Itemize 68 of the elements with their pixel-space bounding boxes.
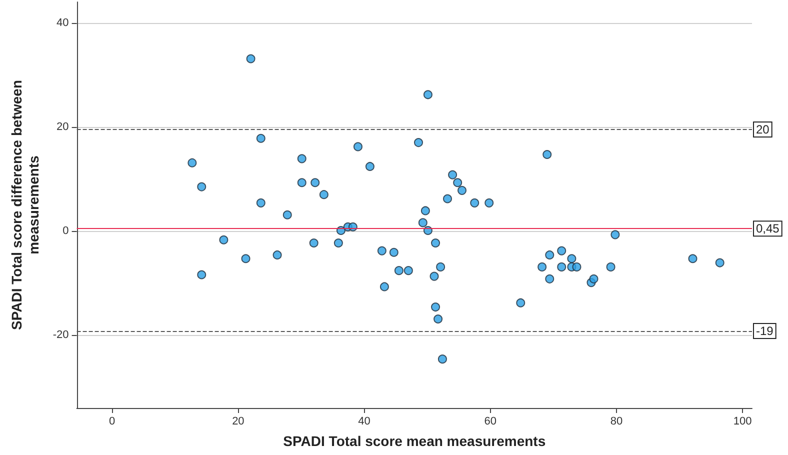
point <box>414 138 423 148</box>
x-tick-label: 100 <box>733 416 752 428</box>
ref-line-label: 20 <box>756 122 770 137</box>
point <box>319 190 328 200</box>
y-tick-label: 0 <box>62 225 69 238</box>
x-tick-label: 20 <box>232 416 244 428</box>
point <box>434 314 443 324</box>
point <box>516 298 526 308</box>
point <box>572 262 582 272</box>
point <box>430 272 439 281</box>
point <box>431 302 440 312</box>
point <box>436 262 446 272</box>
point <box>377 246 386 256</box>
ref-line-label: 0,45 <box>756 222 780 236</box>
point <box>610 230 620 240</box>
y-tick-label: 40 <box>56 16 69 29</box>
point <box>420 206 430 216</box>
point <box>606 262 616 272</box>
point <box>404 266 413 276</box>
point <box>197 182 206 192</box>
point <box>197 270 206 280</box>
point <box>484 198 494 208</box>
point <box>545 274 554 284</box>
point <box>219 235 228 244</box>
point <box>256 134 266 143</box>
point <box>431 238 440 248</box>
x-tick-label: 60 <box>484 416 496 428</box>
point <box>246 54 256 64</box>
point <box>297 154 306 164</box>
point <box>389 248 398 257</box>
point <box>272 250 282 260</box>
point <box>542 150 552 160</box>
x-tick-label: 80 <box>610 416 623 428</box>
x-tick-label: 0 <box>109 416 116 428</box>
x-tick-label: 40 <box>358 416 370 428</box>
point <box>256 198 266 208</box>
point <box>443 194 452 204</box>
point <box>438 354 447 364</box>
x-axis-title: SPADI Total score mean measurements <box>283 433 546 449</box>
point <box>589 274 598 284</box>
point <box>310 178 320 188</box>
point <box>567 254 576 264</box>
point <box>241 254 250 264</box>
point <box>458 186 466 195</box>
point <box>394 266 404 276</box>
point <box>309 238 318 248</box>
point <box>688 254 698 264</box>
y-axis-title: SPADI Total score difference between measurements <box>8 80 42 330</box>
point <box>448 170 458 180</box>
y-tick-label: -20 <box>52 329 69 342</box>
y-tick-label: 20 <box>56 120 69 133</box>
point <box>557 246 566 256</box>
point <box>282 210 292 220</box>
point <box>453 178 462 188</box>
point <box>423 90 432 100</box>
point <box>353 142 362 152</box>
point <box>365 162 374 171</box>
point <box>470 198 480 208</box>
point <box>545 250 554 260</box>
point <box>538 262 547 272</box>
point <box>297 178 306 188</box>
point <box>557 262 566 272</box>
point <box>380 282 389 292</box>
point <box>418 218 428 228</box>
point <box>334 238 343 248</box>
point <box>188 158 197 168</box>
point <box>715 258 724 268</box>
ref-line-label: -19 <box>756 324 774 338</box>
